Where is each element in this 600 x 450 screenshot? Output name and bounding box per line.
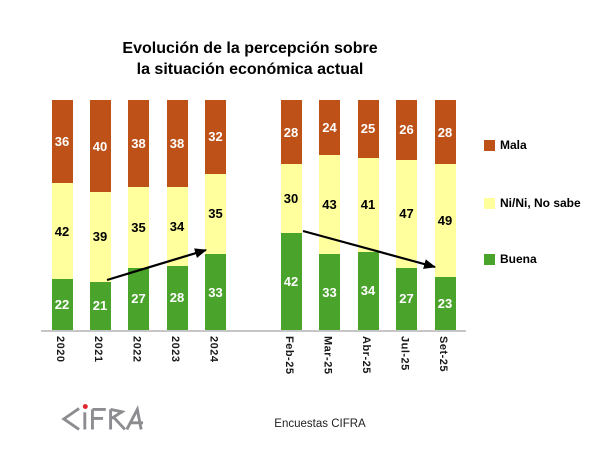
bar-segment-ni-ni-no-sabe: 41 [357,157,379,252]
x-axis-label: Mar-25 [321,336,334,375]
bar-segment-ni-ni-no-sabe: 49 [434,164,456,278]
logo-red-dot [82,404,88,410]
logo-letter-r [109,408,126,431]
bar-segment-buena: 21 [89,281,111,330]
x-axis-line [41,330,466,332]
bar-segment-mala: 26 [396,100,417,160]
bar-segment-mala: 40 [89,100,111,192]
bar-segment-buena: 28 [166,265,188,330]
x-axis-label: 2024 [207,336,220,363]
bar-segment-ni-ni-no-sabe: 35 [128,187,149,268]
x-axis-label: Set-25 [437,336,449,373]
bar-segment-ni-ni-no-sabe: 35 [205,173,226,255]
chart-title-line2: la situación económica actual [136,61,364,78]
bar-segment-ni-ni-no-sabe: 34 [166,187,188,266]
bar-segment-mala: 32 [205,100,226,174]
chart-title: Evolución de la percepción sobre la situ… [85,38,415,80]
x-axis-label: 2020 [54,336,66,363]
bar-segment-buena: 27 [128,267,149,330]
bar-segment-mala: 36 [51,100,73,183]
logo-letter-a [125,405,144,431]
bar-segment-buena: 27 [396,267,417,330]
bar-segment-buena: 33 [205,254,226,330]
x-axis-label: Feb-25 [283,336,295,375]
x-axis-label: 2022 [130,336,143,363]
x-axis-label: Jul-25 [398,336,411,371]
bar-segment-mala: 28 [434,100,456,165]
bar-segment-mala: 25 [357,100,379,158]
bar-segment-ni-ni-no-sabe: 30 [280,164,302,234]
x-axis-label: Abr-25 [360,336,372,374]
bar-segment-buena: 33 [319,254,340,330]
logo-letter-f [91,407,106,430]
bar-segment-mala: 24 [319,100,340,156]
bar-segment-ni-ni-no-sabe: 42 [51,182,73,280]
bar-segment-buena: 22 [51,279,73,330]
footer-caption: Encuestas CIFRA [274,418,366,430]
bar-segment-mala: 28 [280,100,302,165]
bar-segment-mala: 38 [128,100,149,188]
bar-segment-ni-ni-no-sabe: 47 [396,159,417,268]
x-axis-label: 2021 [92,336,104,363]
chart-title-line1: Evolución de la percepción sobre [122,40,378,57]
bar-segment-mala: 38 [166,100,188,188]
x-axis-label: 2023 [169,336,181,363]
cifra-logo [60,400,144,441]
bar-segment-buena: 23 [434,277,456,330]
logo-letter-c [61,407,80,431]
bar-segment-ni-ni-no-sabe: 43 [319,155,340,255]
cifra-logo-glyphs [61,404,144,431]
bar-segment-buena: 34 [357,251,379,330]
bar-segment-buena: 42 [280,233,302,330]
bar-segment-ni-ni-no-sabe: 39 [89,192,111,282]
